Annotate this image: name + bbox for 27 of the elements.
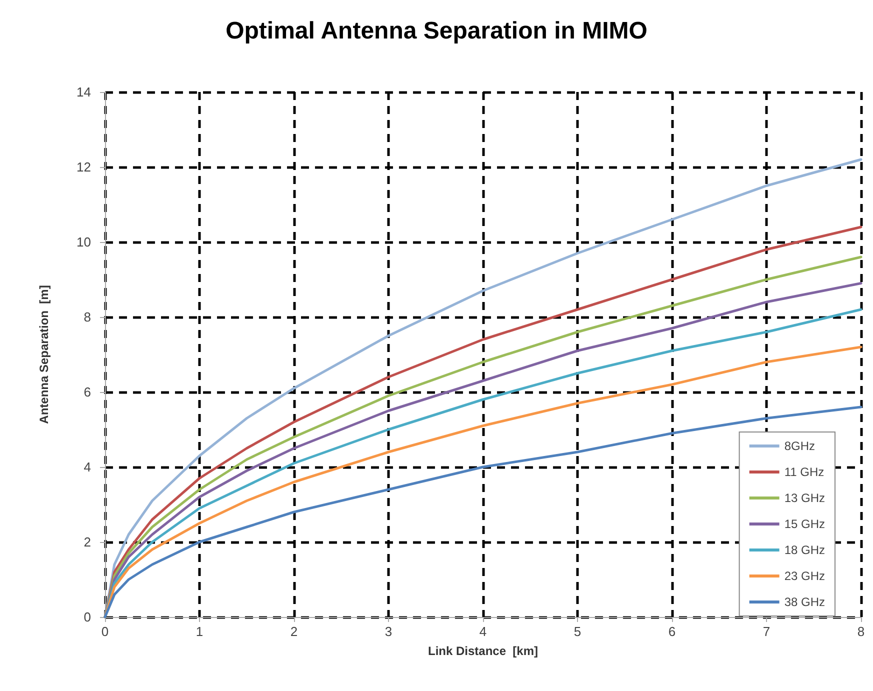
legend-label: 13 GHz: [784, 491, 826, 505]
legend-label: 15 GHz: [784, 517, 826, 531]
legend-label: 18 GHz: [784, 543, 826, 557]
x-tick-label: 7: [762, 624, 770, 639]
x-tick-label: 3: [384, 624, 392, 639]
y-tick-label: 12: [76, 160, 91, 174]
y-axis-title: Antenna Separation [m]: [37, 285, 51, 424]
y-tick-label: 4: [84, 460, 91, 474]
y-tick-label: 10: [76, 234, 91, 250]
y-tick-label: 14: [76, 84, 91, 100]
x-tick-label: 4: [479, 624, 487, 639]
legend-label: 38 GHz: [784, 595, 826, 609]
legend-label: 23 GHz: [784, 569, 826, 583]
y-tick-label: 8: [84, 310, 91, 324]
x-tick-label: 0: [101, 624, 109, 639]
y-tick-label: 0: [84, 610, 91, 624]
x-tick-label: 2: [290, 624, 298, 639]
legend-label: 8GHz: [784, 439, 816, 453]
x-tick-label: 8: [857, 624, 865, 639]
x-axis-title: Link Distance [km]: [428, 644, 538, 658]
y-tick-label: 6: [84, 384, 91, 400]
chart-title: Optimal Antenna Separation in MIMO: [226, 18, 648, 44]
x-tick-label: 1: [196, 624, 204, 639]
y-tick-label: 2: [84, 534, 91, 550]
x-tick-label: 6: [668, 624, 676, 639]
legend-label: 11 GHz: [784, 465, 824, 479]
x-tick-label: 5: [574, 624, 582, 639]
